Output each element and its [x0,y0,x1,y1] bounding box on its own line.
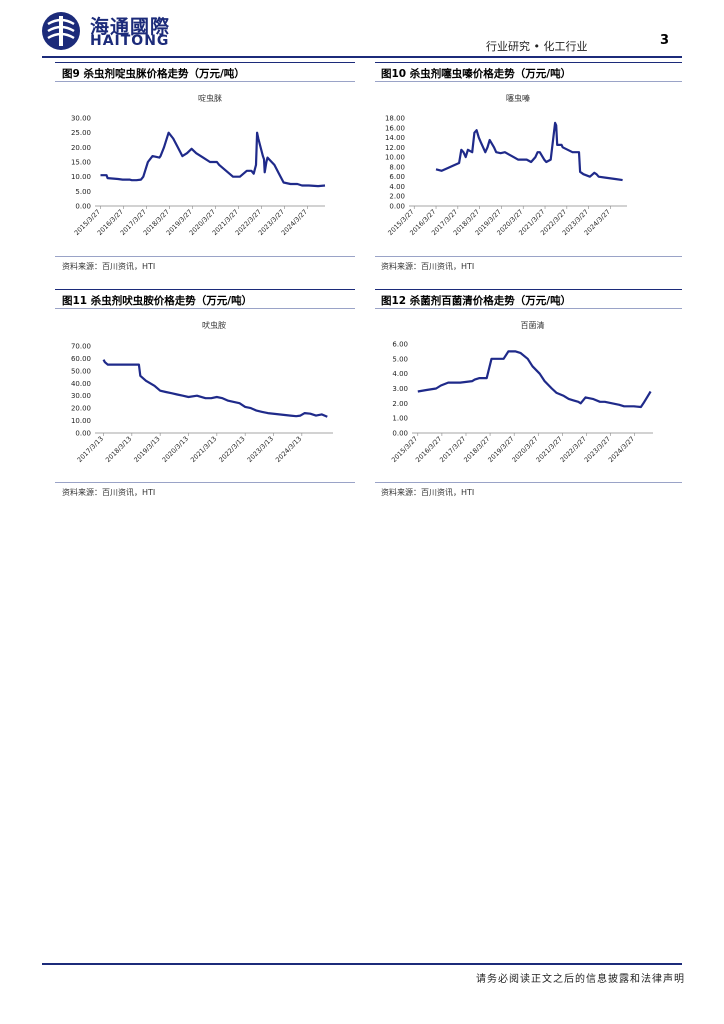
figure-11-chart: 吠虫胺 0.00 10.00 20.00 30.00 40.00 50.00 60.00 70.… [71,320,333,464]
y-tick-label: 30.00 [71,392,91,400]
y-tick-label: 30.00 [71,115,91,123]
x-tick-label: 2021/3/13 [189,435,218,464]
y-tick-label: 60.00 [71,355,91,363]
x-tick-label: 2023/3/13 [246,435,275,464]
y-tick-label: 5.00 [75,188,91,196]
figure-10-source: 资料来源：百川资讯，HTI [381,262,475,271]
y-tick-label: 20.00 [71,405,91,413]
chart-title: 百菌清 [521,320,545,330]
figure-11-bottom-rule [55,482,355,483]
y-tick-label: 5.00 [392,355,408,363]
footer-disclaimer: 请务必阅读正文之后的信息披露和法律声明 [476,974,685,985]
y-tick-label: 10.00 [71,417,91,425]
figure-9-source: 资料来源：百川资讯，HTI [62,262,156,271]
series-line [435,121,623,182]
x-tick-label: 2017/3/13 [76,435,105,464]
y-tick-label: 14.00 [385,134,405,142]
chart-title: 啶虫脒 [198,93,222,103]
header-divider [42,56,682,58]
figure-9-bottom-rule [55,256,355,257]
logo-en-text: HAITONG [90,33,170,49]
y-tick-label: 40.00 [71,380,91,388]
y-tick-label: 2.00 [392,400,408,408]
x-tick-label: 2024/3/27 [607,435,636,464]
series-line [417,350,652,409]
figure-12-top-rule [375,289,682,290]
y-tick-label: 50.00 [71,367,91,375]
y-tick-label: 70.00 [71,343,91,351]
figure-10-bottom-rule [375,256,682,257]
y-tick-label: 0.00 [75,203,91,211]
figure-12-chart: 百菌清0.001.002.003.004.005.006.002015/3/27… [390,320,653,464]
series-line [102,359,328,418]
y-tick-label: 4.00 [392,370,408,378]
y-tick-label: 3.00 [392,385,408,393]
figure-11-title: 图11 杀虫剂吠虫胺价格走势（万元/吨） [62,295,253,307]
chart-title: 吠虫胺 [202,320,226,330]
logo-cn-text: 海通國際 [90,16,171,38]
y-tick-label: 25.00 [71,129,91,137]
figure-11-title-rule [55,308,355,309]
y-tick-label: 6.00 [392,341,408,349]
y-tick-label: 4.00 [389,183,405,191]
haitong-logo [42,12,80,50]
y-tick-label: 0.00 [392,430,408,438]
y-tick-label: 15.00 [71,159,91,167]
figure-12-title-rule [375,308,682,309]
y-tick-label: 1.00 [392,415,408,423]
x-tick-label: 2020/3/13 [161,435,190,464]
y-tick-label: 10.00 [385,154,405,162]
footer-divider [42,963,682,965]
y-tick-label: 0.00 [75,430,91,438]
chart-title: 噻虫嗪 [506,93,530,103]
figure-10-title-rule [375,81,682,82]
figure-11-source: 资料来源：百川资讯，HTI [62,488,156,497]
x-tick-label: 2024/3/13 [274,435,303,464]
y-tick-label: 0.00 [389,203,405,211]
page-number: 3 [660,33,670,48]
figure-10-title: 图10 杀虫剂噻虫嗪价格走势（万元/吨） [381,68,572,80]
y-tick-label: 6.00 [389,173,405,181]
y-tick-label: 18.00 [385,115,405,123]
figure-9-title-rule [55,81,355,82]
figure-11-top-rule [55,289,355,290]
figure-10-top-rule [375,62,682,63]
figure-9-title: 图9 杀虫剂啶虫脒价格走势（万元/吨） [62,68,245,80]
y-tick-label: 12.00 [385,144,405,152]
series-line [100,131,326,188]
y-tick-label: 20.00 [71,144,91,152]
figure-12-title: 图12 杀菌剂百菌清价格走势（万元/吨） [381,295,572,307]
x-tick-label: 2018/3/13 [104,435,133,464]
y-tick-label: 8.00 [389,163,405,171]
y-tick-label: 2.00 [389,193,405,201]
figure-9-chart: 啶虫脒0.005.0010.0015.0020.0025.0030.002015… [71,93,326,237]
figure-12-bottom-rule [375,482,682,483]
y-tick-label: 10.00 [71,173,91,181]
header-category: 行业研究 • 化工行业 [486,40,588,53]
figure-12-source: 资料来源：百川资讯，HTI [381,488,475,497]
x-tick-label: 2019/3/13 [132,435,161,464]
y-tick-label: 16.00 [385,124,405,132]
figure-9-top-rule [55,62,355,63]
x-tick-label: 2022/3/13 [217,435,246,464]
